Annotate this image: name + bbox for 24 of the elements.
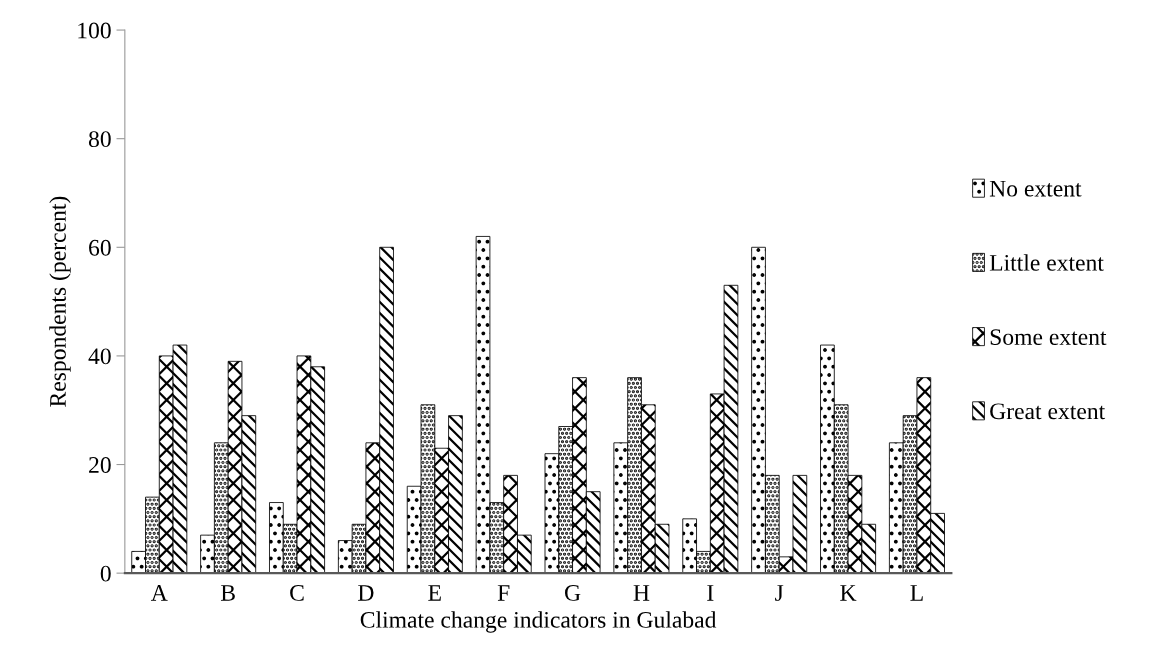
legend-label: Some extent xyxy=(990,329,1107,346)
y-tick-label: 40 xyxy=(88,348,111,365)
x-tick-label: H xyxy=(633,585,650,601)
x-tick-label: A xyxy=(150,585,168,601)
legend-label: Great extent xyxy=(990,403,1106,420)
x-tick-label: B xyxy=(220,585,235,601)
x-tick-label: C xyxy=(290,585,304,601)
x-axis-title: Climate change indicators in Gulabad xyxy=(360,611,717,633)
x-tick-label: L xyxy=(910,585,923,601)
x-tick-label: D xyxy=(358,585,374,601)
x-tick-label: I xyxy=(707,585,714,601)
y-tick-label: 100 xyxy=(78,22,111,39)
y-axis-title: Respondents (percent) xyxy=(49,196,71,407)
x-tick-label: K xyxy=(840,585,857,601)
legend-label: Little extent xyxy=(989,254,1104,271)
y-tick-label: 80 xyxy=(88,131,111,148)
y-tick-label: 0 xyxy=(100,565,111,582)
x-tick-label: E xyxy=(428,585,441,601)
x-tick-label: G xyxy=(565,585,581,601)
legend-label: No extent xyxy=(989,180,1082,197)
x-tick-label: J xyxy=(775,585,784,601)
y-tick-label: 60 xyxy=(89,239,111,256)
y-tick-label: 20 xyxy=(89,457,111,473)
x-tick-label: F xyxy=(497,585,510,601)
